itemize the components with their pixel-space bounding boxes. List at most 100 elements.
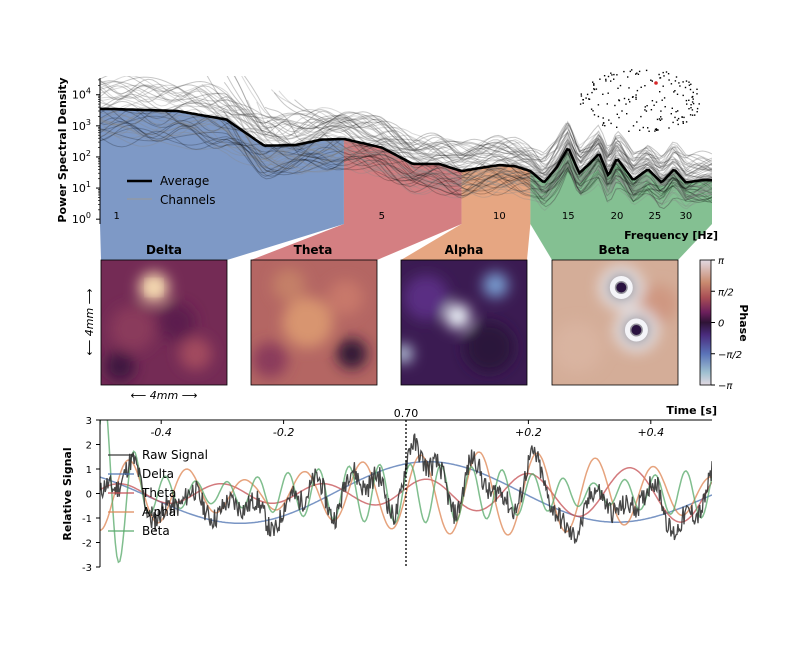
phase-colorbar: π π/2 0 −π/2 −π Phase — [699, 256, 750, 392]
band-connectors — [100, 224, 712, 260]
psd-y-label: Power Spectral Density — [56, 77, 69, 222]
electrode-dot — [682, 121, 684, 123]
channel-line — [100, 89, 712, 171]
map-title-alpha: Alpha — [445, 243, 484, 257]
electrode-dot — [688, 84, 691, 86]
electrode-dot — [692, 102, 695, 105]
electrode-dot — [696, 88, 698, 90]
signal-line-beta — [100, 420, 712, 564]
electrode-dot — [585, 97, 587, 99]
channel-line — [100, 107, 712, 194]
electrode-dot — [688, 108, 690, 110]
electrode-dot — [661, 118, 663, 120]
channel-line — [100, 128, 712, 198]
electrode-dot — [685, 121, 688, 123]
electrode-dot — [626, 113, 628, 115]
electrode-dot — [654, 128, 657, 131]
channel-line — [243, 76, 712, 171]
average-line — [100, 107, 712, 184]
channel-line — [269, 125, 712, 212]
electrode-dot — [580, 93, 582, 95]
channel-line — [100, 100, 712, 199]
electrode-dot — [673, 91, 675, 93]
electrode-dot — [619, 84, 622, 87]
legend-label: Raw Signal — [142, 448, 208, 462]
phase-singularity-core — [616, 282, 627, 293]
band-connector-delta — [100, 224, 344, 260]
electrode-dot — [621, 110, 623, 112]
phase-blob — [552, 322, 603, 373]
channel-line — [100, 131, 712, 198]
electrode-dot — [682, 122, 684, 124]
channel-line — [266, 120, 712, 201]
phase-singularity-core — [631, 325, 642, 335]
electrode-dot — [627, 76, 629, 78]
channel-line — [100, 118, 712, 196]
channel-line — [227, 103, 712, 200]
electrode-dot — [604, 125, 606, 127]
electrode-dot — [664, 106, 666, 108]
channel-line — [100, 76, 712, 179]
colorbar-tick-label: −π/2 — [718, 350, 742, 361]
channel-line — [100, 107, 712, 187]
electrode-dot — [682, 94, 684, 97]
legend-label: Theta — [141, 486, 176, 500]
electrode-dot — [662, 85, 664, 87]
electrode-dot — [650, 79, 652, 81]
electrode-dot — [635, 98, 637, 100]
electrode-dot — [662, 71, 664, 74]
channel-line — [278, 90, 712, 172]
electrode-dot — [636, 72, 638, 74]
channel-line — [100, 130, 712, 203]
electrode-dot — [628, 98, 630, 101]
channel-line — [242, 115, 712, 205]
channel-line — [230, 98, 712, 200]
electrode-dot — [698, 103, 700, 105]
electrode-dot — [597, 104, 600, 106]
electrode-dot — [674, 116, 676, 119]
electrode-dot — [613, 73, 615, 76]
electrode-dot — [632, 96, 634, 98]
colorbar-label: Phase — [737, 304, 750, 341]
channel-line — [100, 124, 712, 210]
selected-electrode — [654, 81, 658, 85]
electrode-dot — [639, 129, 641, 131]
electrode-dot — [691, 101, 694, 103]
electrode-dot — [608, 119, 610, 121]
electrode-dot — [663, 75, 665, 77]
electrode-dot — [675, 111, 677, 113]
psd-y-tick-label: 103 — [72, 118, 91, 133]
electrode-dot — [659, 91, 661, 93]
electrode-dot — [658, 73, 660, 76]
phase-map-frame — [250, 259, 378, 386]
scale-bar-y: ⟵ 4mm ⟶ — [83, 288, 96, 355]
electrode-dot — [671, 107, 673, 109]
channel-line — [222, 110, 712, 205]
ts-y-tick-label: -3 — [82, 563, 92, 574]
channel-line — [100, 109, 712, 198]
channel-line — [226, 76, 712, 175]
ts-y-tick-label: 0 — [86, 490, 92, 501]
electrode-dot — [625, 103, 627, 105]
electrode-dot — [635, 94, 637, 96]
channel-line — [100, 95, 712, 193]
electrode-dot — [644, 106, 646, 108]
electrode-dot — [616, 74, 618, 76]
electrode-dot — [672, 121, 674, 124]
scale-label-y: ⟵ 4mm ⟶ — [83, 288, 96, 355]
legend-label: Alpha — [142, 505, 176, 519]
electrode-dot — [696, 107, 699, 110]
electrode-dot — [610, 72, 612, 74]
electrode-dot — [616, 126, 618, 128]
electrode-dot — [586, 93, 589, 96]
electrode-dot — [691, 96, 693, 98]
channel-line — [100, 80, 712, 167]
electrode-dot — [681, 116, 683, 118]
electrode-dot — [607, 75, 610, 78]
phase-blob — [179, 337, 212, 371]
electrode-dot — [677, 117, 680, 120]
electrode-dot — [676, 93, 679, 95]
electrode-dot — [582, 99, 584, 101]
electrode-dot — [690, 107, 692, 109]
brain-electrode-icon — [579, 69, 700, 132]
